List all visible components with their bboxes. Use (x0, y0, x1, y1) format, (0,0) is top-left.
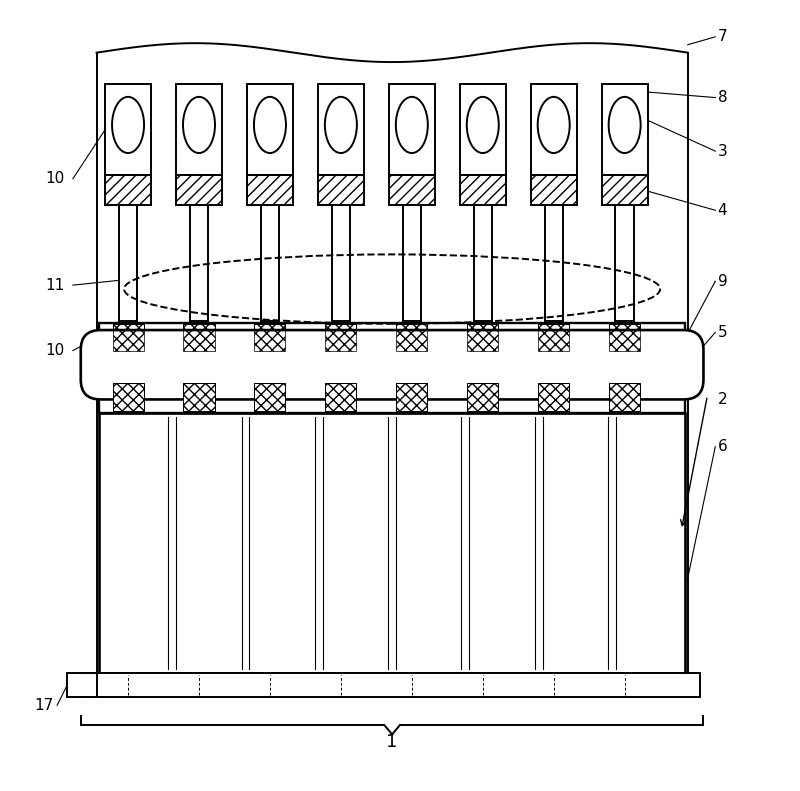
Bar (332, 205, 350, 320)
Bar (609, 324, 640, 350)
Bar (106, 84, 151, 175)
Text: 1: 1 (386, 733, 398, 751)
Bar (389, 84, 434, 175)
Bar (318, 175, 364, 205)
Bar (113, 324, 144, 350)
Bar (467, 383, 498, 411)
Bar (326, 383, 357, 411)
Bar (254, 383, 286, 411)
Bar (538, 324, 570, 350)
Text: 17: 17 (34, 698, 53, 713)
Text: 9: 9 (718, 274, 727, 289)
Bar (467, 324, 498, 350)
Bar (396, 324, 427, 350)
Text: 6: 6 (718, 439, 727, 454)
Text: 8: 8 (718, 90, 727, 105)
Bar (531, 175, 577, 205)
Bar (609, 324, 640, 350)
FancyBboxPatch shape (81, 330, 703, 399)
Bar (615, 205, 634, 320)
Bar (176, 84, 222, 175)
Bar (99, 323, 686, 352)
Bar (531, 84, 577, 175)
Bar (326, 383, 357, 411)
Text: 4: 4 (718, 202, 727, 218)
Bar (460, 175, 506, 205)
Bar (119, 205, 138, 320)
Bar (460, 84, 506, 175)
Text: 11: 11 (46, 278, 65, 293)
Bar (538, 383, 570, 411)
Bar (538, 324, 570, 350)
Bar (176, 175, 222, 205)
Bar (318, 84, 364, 175)
Text: 5: 5 (718, 325, 727, 340)
Bar (183, 324, 214, 350)
Bar (85, 673, 699, 697)
Ellipse shape (112, 97, 144, 153)
Ellipse shape (396, 97, 428, 153)
Bar (247, 84, 293, 175)
Bar (254, 383, 286, 411)
Bar (318, 175, 364, 205)
Bar (609, 383, 640, 411)
Bar (474, 205, 492, 320)
Ellipse shape (466, 97, 498, 153)
Bar (396, 383, 427, 411)
Bar (183, 383, 214, 411)
Ellipse shape (538, 97, 570, 153)
Bar (602, 84, 647, 175)
Bar (389, 175, 434, 205)
Bar (67, 673, 97, 697)
Bar (326, 324, 357, 350)
Bar (396, 383, 427, 411)
Bar (190, 205, 208, 320)
Bar (247, 175, 293, 205)
Bar (113, 383, 144, 411)
Bar (113, 383, 144, 411)
Bar (247, 175, 293, 205)
Bar (538, 383, 570, 411)
Bar (402, 205, 421, 320)
Bar (176, 175, 222, 205)
Text: 3: 3 (718, 144, 727, 159)
Bar (106, 175, 151, 205)
Bar (460, 175, 506, 205)
Bar (99, 413, 686, 673)
Bar (396, 324, 427, 350)
Bar (545, 205, 563, 320)
Ellipse shape (325, 97, 357, 153)
Bar (609, 383, 640, 411)
Bar (326, 324, 357, 350)
Ellipse shape (254, 97, 286, 153)
Bar (531, 175, 577, 205)
Polygon shape (97, 44, 688, 789)
Bar (99, 381, 686, 413)
Text: 7: 7 (718, 29, 727, 44)
Bar (602, 175, 647, 205)
Text: 10: 10 (46, 343, 65, 358)
Text: 2: 2 (718, 392, 727, 407)
Bar (254, 324, 286, 350)
Bar (183, 324, 214, 350)
Bar (106, 175, 151, 205)
Bar (183, 383, 214, 411)
Bar (467, 383, 498, 411)
Bar (254, 324, 286, 350)
Bar (261, 205, 279, 320)
Bar (389, 175, 434, 205)
Text: 10: 10 (46, 171, 65, 186)
Bar (602, 175, 647, 205)
Bar (467, 324, 498, 350)
Bar (113, 324, 144, 350)
Ellipse shape (183, 97, 215, 153)
Ellipse shape (609, 97, 641, 153)
